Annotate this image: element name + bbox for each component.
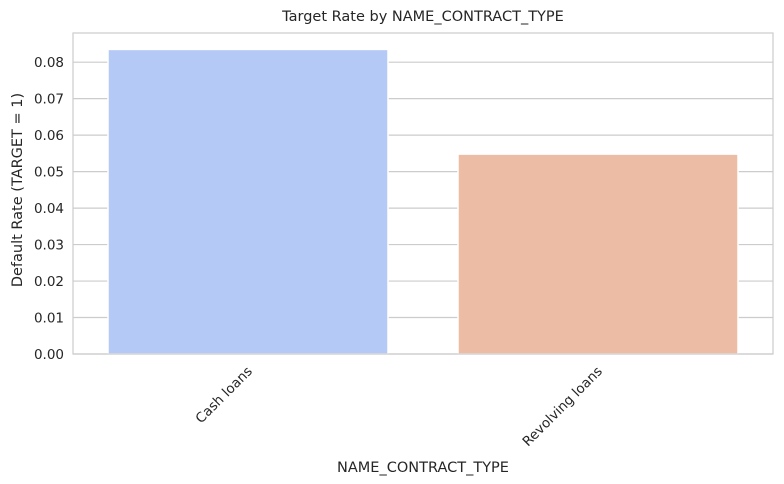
plot-frame [72,32,774,355]
y-tick-label: 0.06 [34,128,64,144]
x-tick-labels: Cash loans Revolving loans [193,364,606,450]
x-tick-label: Cash loans [193,364,256,427]
y-tick-label: 0.05 [34,165,64,181]
y-tick-label: 0.07 [34,92,64,108]
bars [107,48,739,355]
y-tick-label: 0.02 [34,274,64,290]
chart-title: Target Rate by NAME_CONTRACT_TYPE [281,9,564,25]
x-tick-label: Revolving loans [519,364,605,450]
y-tick-label: 0.00 [34,347,64,363]
y-tick-labels: 0.00 0.01 0.02 0.03 0.04 0.05 0.06 0.07 0.08 [34,55,64,363]
y-tick-label: 0.03 [34,238,64,254]
y-tick-label: 0.01 [34,311,64,327]
bar [107,48,389,355]
bar [457,153,739,355]
y-tick-label: 0.04 [34,201,64,217]
x-axis-label: NAME_CONTRACT_TYPE [337,460,509,476]
y-axis-label: Default Rate (TARGET = 1) [10,93,26,287]
y-tick-label: 0.08 [34,55,64,71]
